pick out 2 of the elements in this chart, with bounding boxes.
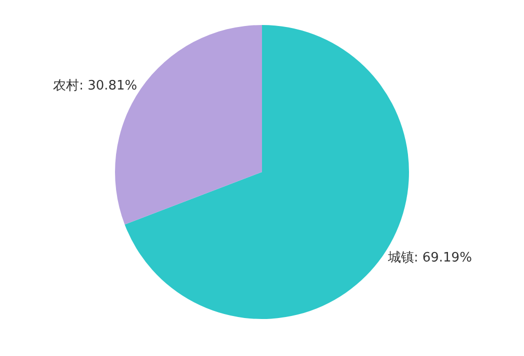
slice-label: 农村: 30.81% bbox=[53, 78, 138, 94]
slice-label: 城镇: 69.19% bbox=[386, 250, 472, 266]
